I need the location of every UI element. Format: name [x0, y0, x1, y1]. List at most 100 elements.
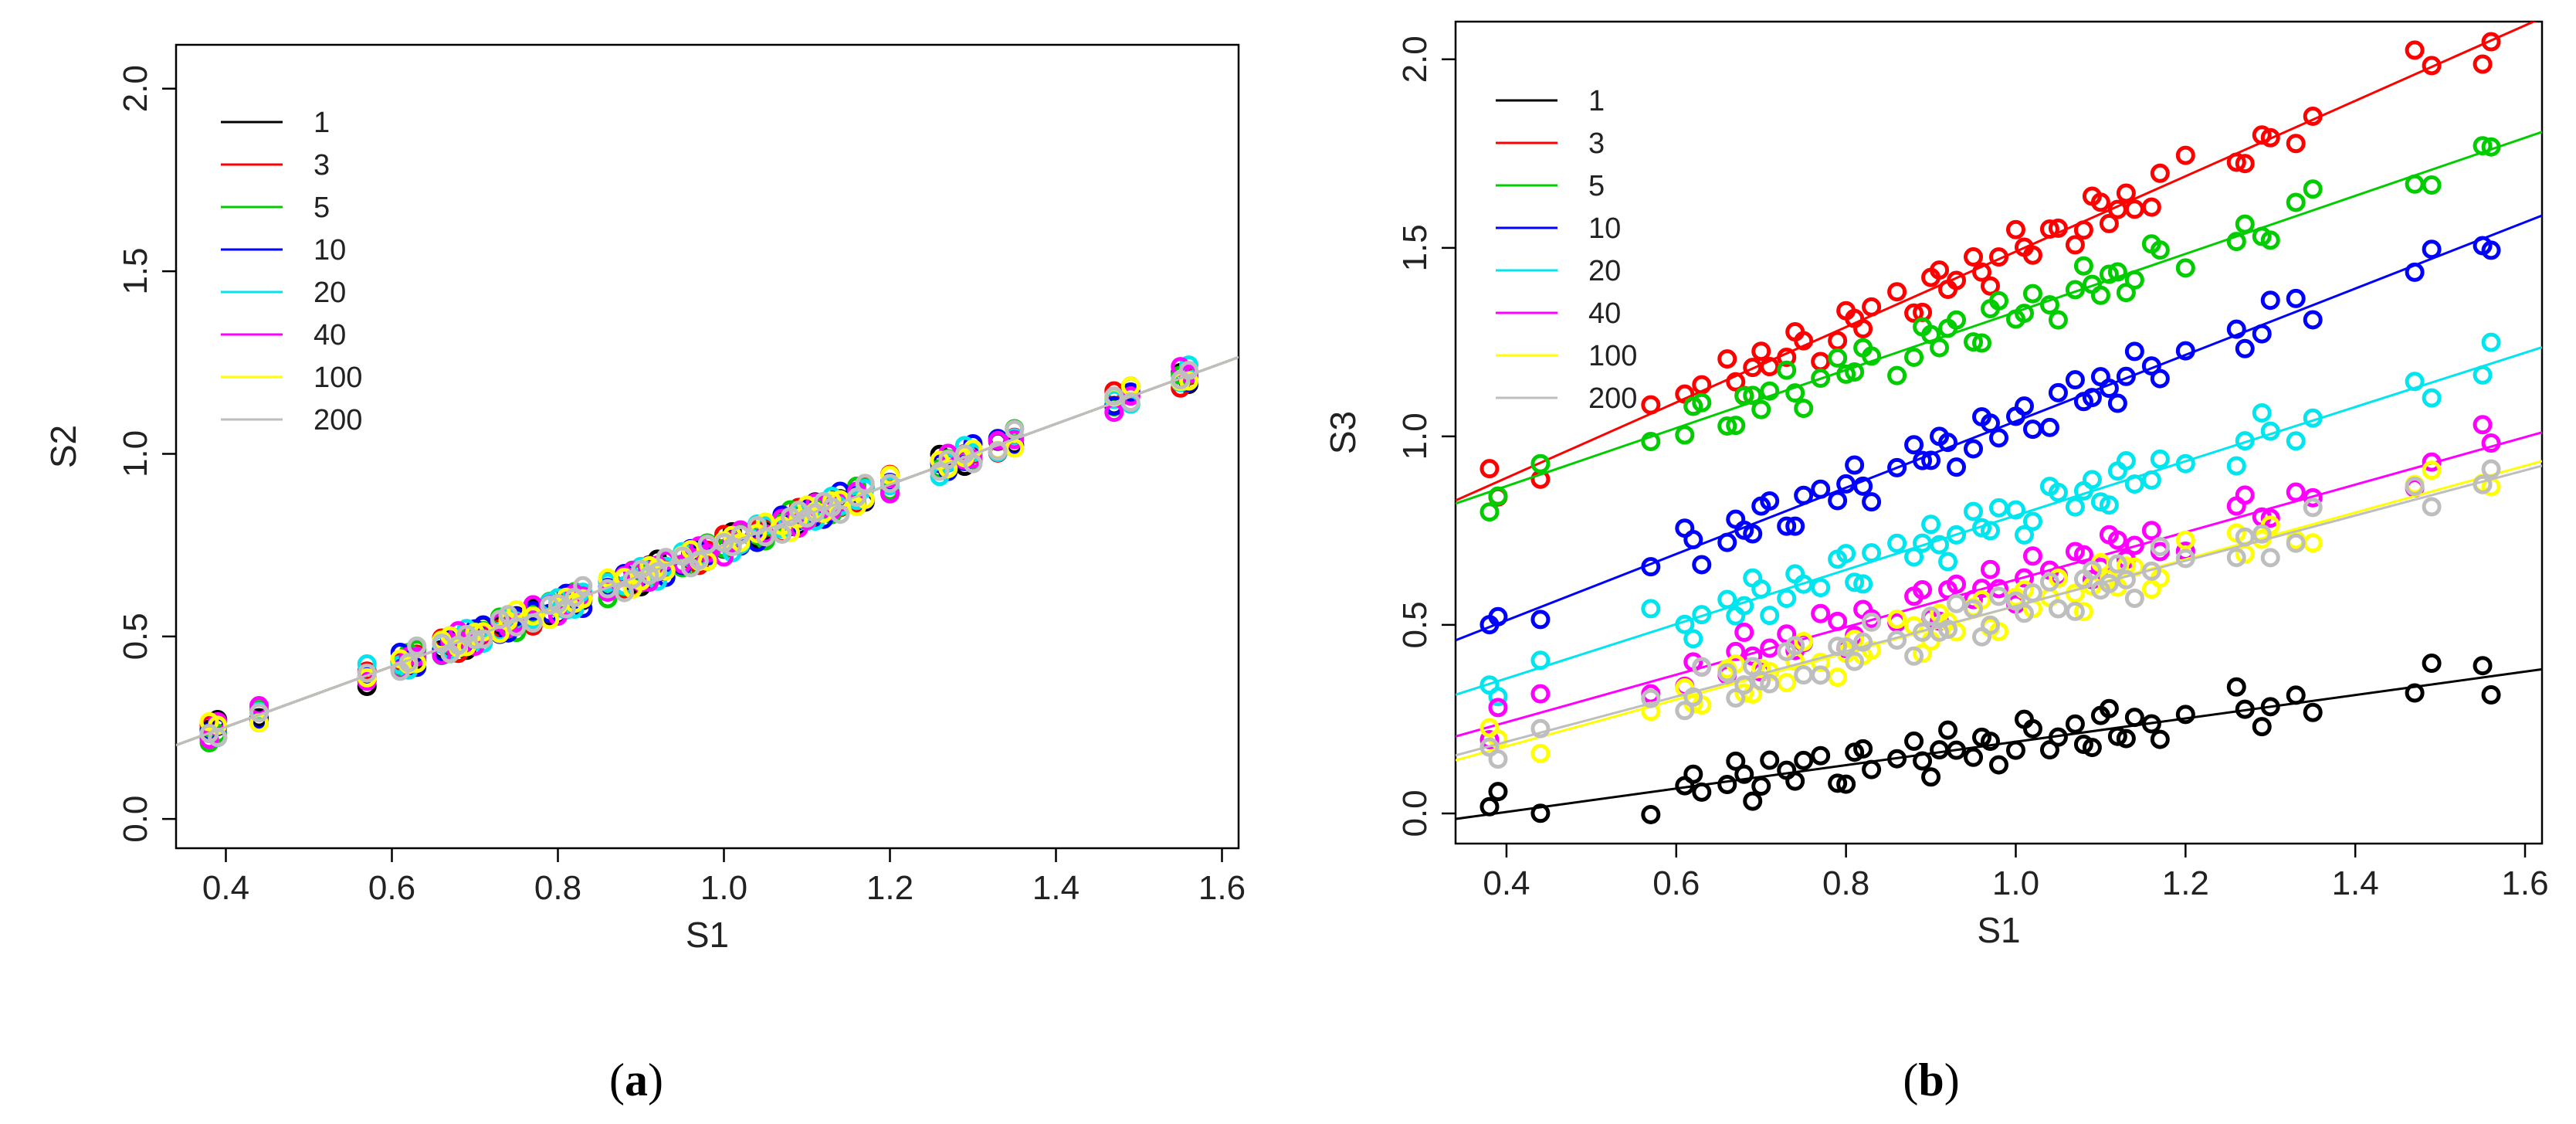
- data-point: [1811, 745, 1831, 766]
- data-point: [1964, 439, 1984, 459]
- data-point: [2422, 497, 2442, 517]
- data-point: [1743, 524, 1763, 544]
- data-point: [1692, 657, 1712, 677]
- x-tick-label: 0.6: [368, 869, 415, 907]
- data-point: [1845, 362, 1865, 382]
- data-point: [1904, 547, 1924, 567]
- data-point: [1751, 399, 1771, 419]
- data-point: [2107, 461, 2127, 481]
- data-point: [1683, 629, 1703, 649]
- data-point: [788, 508, 808, 528]
- data-point: [1853, 574, 1873, 594]
- data-point: [1853, 632, 1873, 652]
- data-point: [1972, 333, 1992, 353]
- data-point: [2082, 738, 2102, 758]
- data-point: [2141, 197, 2161, 217]
- data-point: [1887, 365, 1907, 385]
- data-point: [1785, 771, 1805, 791]
- data-point: [2286, 533, 2306, 553]
- data-point: [1488, 749, 1508, 769]
- data-point: [1777, 348, 1797, 368]
- data-point: [2422, 654, 2442, 674]
- data-point: [1811, 578, 1831, 598]
- data-point: [1777, 516, 1797, 536]
- data-point: [1743, 791, 1763, 811]
- data-point: [2039, 219, 2059, 239]
- data-point: [1488, 606, 1508, 627]
- x-tick-label: 1.6: [2501, 864, 2548, 902]
- data-point: [523, 613, 543, 633]
- legend: 1 3 5 10 20 40 100 200: [221, 107, 362, 436]
- y-tick-label: 2.0: [117, 65, 154, 112]
- data-point: [847, 487, 866, 508]
- data-point: [2150, 240, 2170, 260]
- data-point: [1989, 290, 2008, 311]
- data-point: [1887, 749, 1907, 769]
- y-tick-label: 1.5: [1396, 224, 1434, 271]
- data-point: [1760, 381, 1780, 401]
- data-point: [1683, 530, 1703, 550]
- data-point: [1828, 331, 1848, 351]
- data-point: [2260, 508, 2280, 528]
- x-tick-label: 1.0: [1992, 864, 2039, 902]
- data-point: [1862, 543, 1882, 563]
- data-point: [1734, 764, 1754, 784]
- data-point: [2073, 220, 2093, 240]
- data-point: [1947, 457, 1967, 477]
- data-point: [2107, 554, 2127, 574]
- x-tick-label: 1.2: [866, 869, 913, 907]
- data-point: [2022, 284, 2042, 304]
- data-point: [1760, 357, 1780, 377]
- data-point: [830, 504, 850, 525]
- data-point: [2065, 601, 2085, 621]
- data-point: [2141, 521, 2161, 541]
- data-point: [1981, 615, 2001, 635]
- data-point: [1938, 720, 1958, 740]
- data-point: [1726, 416, 1746, 436]
- data-point: [2065, 370, 2085, 390]
- data-point: [1811, 368, 1831, 389]
- data-point: [1641, 804, 1661, 824]
- data-point: [1726, 688, 1746, 708]
- data-point: [2014, 603, 2034, 623]
- y-tick-label: 0.5: [1396, 601, 1434, 648]
- data-point: [1692, 782, 1712, 802]
- data-point: [938, 450, 958, 470]
- data-point: [2473, 656, 2493, 676]
- data-point: [1785, 516, 1805, 536]
- data-point: [1862, 492, 1882, 512]
- data-point: [1989, 586, 2008, 606]
- data-point: [2116, 451, 2136, 471]
- legend-label-10: 10: [1588, 212, 1621, 245]
- legend-label-5: 5: [314, 192, 330, 224]
- data-point: [1743, 657, 1763, 677]
- data-point: [2116, 283, 2136, 303]
- data-point: [1828, 491, 1848, 511]
- data-point: [1530, 684, 1551, 704]
- data-point: [1641, 557, 1661, 577]
- data-point: [2116, 728, 2136, 749]
- data-point: [2422, 460, 2442, 481]
- data-point: [2286, 685, 2306, 705]
- data-point: [1828, 637, 1848, 657]
- y-tick-label: 1.5: [117, 248, 154, 295]
- data-point: [880, 484, 900, 504]
- data-point: [648, 562, 667, 582]
- data-point: [1692, 375, 1712, 395]
- data-point: [2226, 548, 2246, 568]
- data-point: [2405, 372, 2425, 392]
- data-point: [1887, 630, 1907, 650]
- data-point: [2175, 453, 2195, 474]
- data-point: [1904, 347, 1924, 367]
- data-point: [2107, 726, 2127, 746]
- data-point: [2099, 213, 2119, 233]
- legend-label-1: 1: [314, 107, 330, 139]
- data-point: [1641, 599, 1661, 619]
- data-point: [2124, 708, 2144, 728]
- data-point: [598, 579, 618, 599]
- data-point: [2141, 714, 2161, 734]
- data-point: [855, 474, 875, 494]
- data-point: [1921, 767, 1941, 787]
- data-point: [1794, 665, 1814, 685]
- data-point: [2022, 718, 2042, 739]
